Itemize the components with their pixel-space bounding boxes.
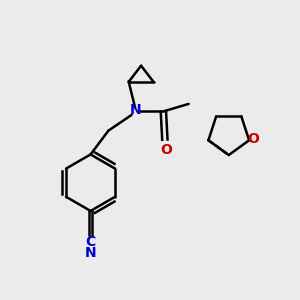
Text: C: C <box>85 235 96 249</box>
Text: N: N <box>129 103 141 117</box>
Text: O: O <box>248 132 260 146</box>
Text: O: O <box>160 143 172 157</box>
Text: N: N <box>85 246 96 260</box>
